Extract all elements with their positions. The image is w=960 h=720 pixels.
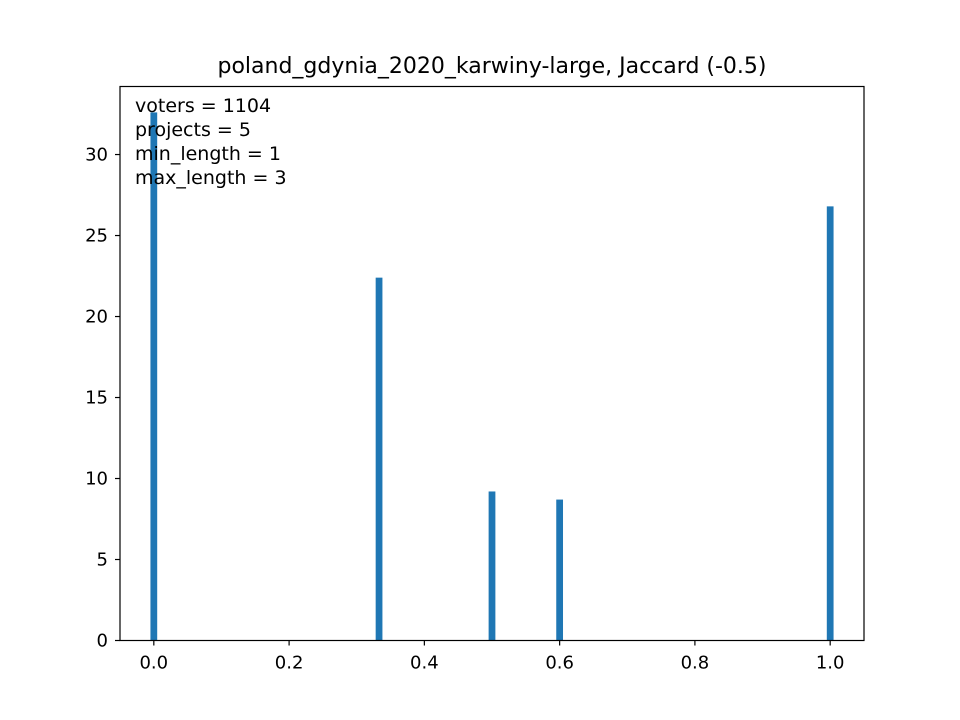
x-tick-label: 1.0 [816, 653, 845, 674]
x-tick-label: 0.2 [275, 653, 304, 674]
plot-frame [119, 85, 865, 642]
bar-1 [375, 277, 383, 641]
chart-title: poland_gdynia_2020_karwiny-large, Jaccar… [218, 54, 767, 79]
x-tick-label: 0.6 [545, 653, 574, 674]
x-tick-label: 0.8 [681, 653, 710, 674]
annotation-voters: voters = 1104 [135, 95, 271, 117]
bar-2 [488, 491, 496, 641]
annotation-max-length: max_length = 3 [135, 167, 287, 189]
y-tick-label: 15 [85, 388, 108, 409]
bar-4 [826, 206, 834, 641]
y-axis-ticks: 0 5 10 15 20 25 30 [85, 145, 120, 652]
y-tick-label: 25 [85, 226, 108, 247]
x-tick-label: 0.0 [139, 653, 168, 674]
y-tick-label: 20 [85, 307, 108, 328]
bar-0 [150, 112, 158, 641]
y-tick-label: 0 [97, 631, 108, 652]
stats-annotation: voters = 1104 projects = 5 min_length = … [135, 95, 287, 189]
y-tick-label: 30 [85, 145, 108, 166]
y-tick-label: 10 [85, 469, 108, 490]
y-tick-label: 5 [97, 550, 108, 571]
x-axis-ticks: 0.0 0.2 0.4 0.6 0.8 1.0 [139, 640, 845, 674]
bar-3 [556, 499, 564, 641]
bars-group [150, 112, 834, 641]
annotation-min-length: min_length = 1 [135, 143, 281, 165]
x-tick-label: 0.4 [410, 653, 439, 674]
annotation-projects: projects = 5 [135, 119, 251, 141]
